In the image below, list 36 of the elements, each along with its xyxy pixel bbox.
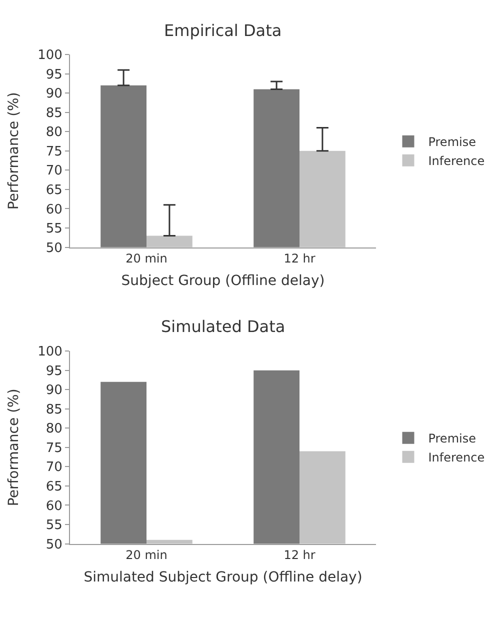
- y-tick-label: 75: [46, 440, 62, 456]
- chart-title: Simulated Data: [161, 317, 286, 336]
- x-axis-title: Subject Group (Offline delay): [121, 272, 325, 289]
- x-tick-label: 12 hr: [284, 548, 316, 562]
- y-tick-label: 80: [46, 422, 62, 437]
- x-tick-label: 20 min: [126, 548, 168, 562]
- y-axis-title: Performance (%): [6, 92, 22, 210]
- y-tick-label: 60: [46, 498, 62, 514]
- y-tick-label: 90: [46, 383, 62, 398]
- y-tick-label: 100: [38, 344, 62, 360]
- y-tick-label: 50: [46, 240, 62, 256]
- y-tick-label: 85: [46, 402, 62, 418]
- y-tick-label: 90: [46, 86, 62, 102]
- x-tick-label: 20 min: [126, 252, 168, 266]
- y-tick-label: 65: [46, 183, 62, 198]
- chart-title: Empirical Data: [164, 21, 282, 40]
- y-axis-title: Performance (%): [6, 388, 22, 506]
- y-tick-label: 60: [46, 202, 62, 218]
- x-tick-label: 12 hr: [284, 252, 316, 266]
- y-tick-label: 55: [46, 222, 62, 237]
- y-tick-label: 85: [46, 106, 62, 121]
- y-tick-label: 100: [38, 48, 62, 64]
- y-tick-label: 65: [46, 480, 62, 495]
- y-tick-label: 70: [46, 164, 62, 179]
- y-tick-label: 80: [46, 125, 62, 140]
- legend-label: Inference: [428, 154, 485, 168]
- y-tick-label: 50: [46, 537, 62, 552]
- y-tick-label: 95: [46, 67, 62, 82]
- y-tick-label: 55: [46, 518, 62, 534]
- y-tick-label: 70: [46, 460, 62, 476]
- legend-label: Premise: [428, 135, 476, 150]
- legend-label: Inference: [428, 450, 485, 465]
- x-axis-title: Simulated Subject Group (Offline delay): [84, 569, 362, 586]
- y-tick-label: 75: [46, 144, 62, 160]
- y-tick-label: 95: [46, 364, 62, 379]
- legend-label: Premise: [428, 432, 476, 446]
